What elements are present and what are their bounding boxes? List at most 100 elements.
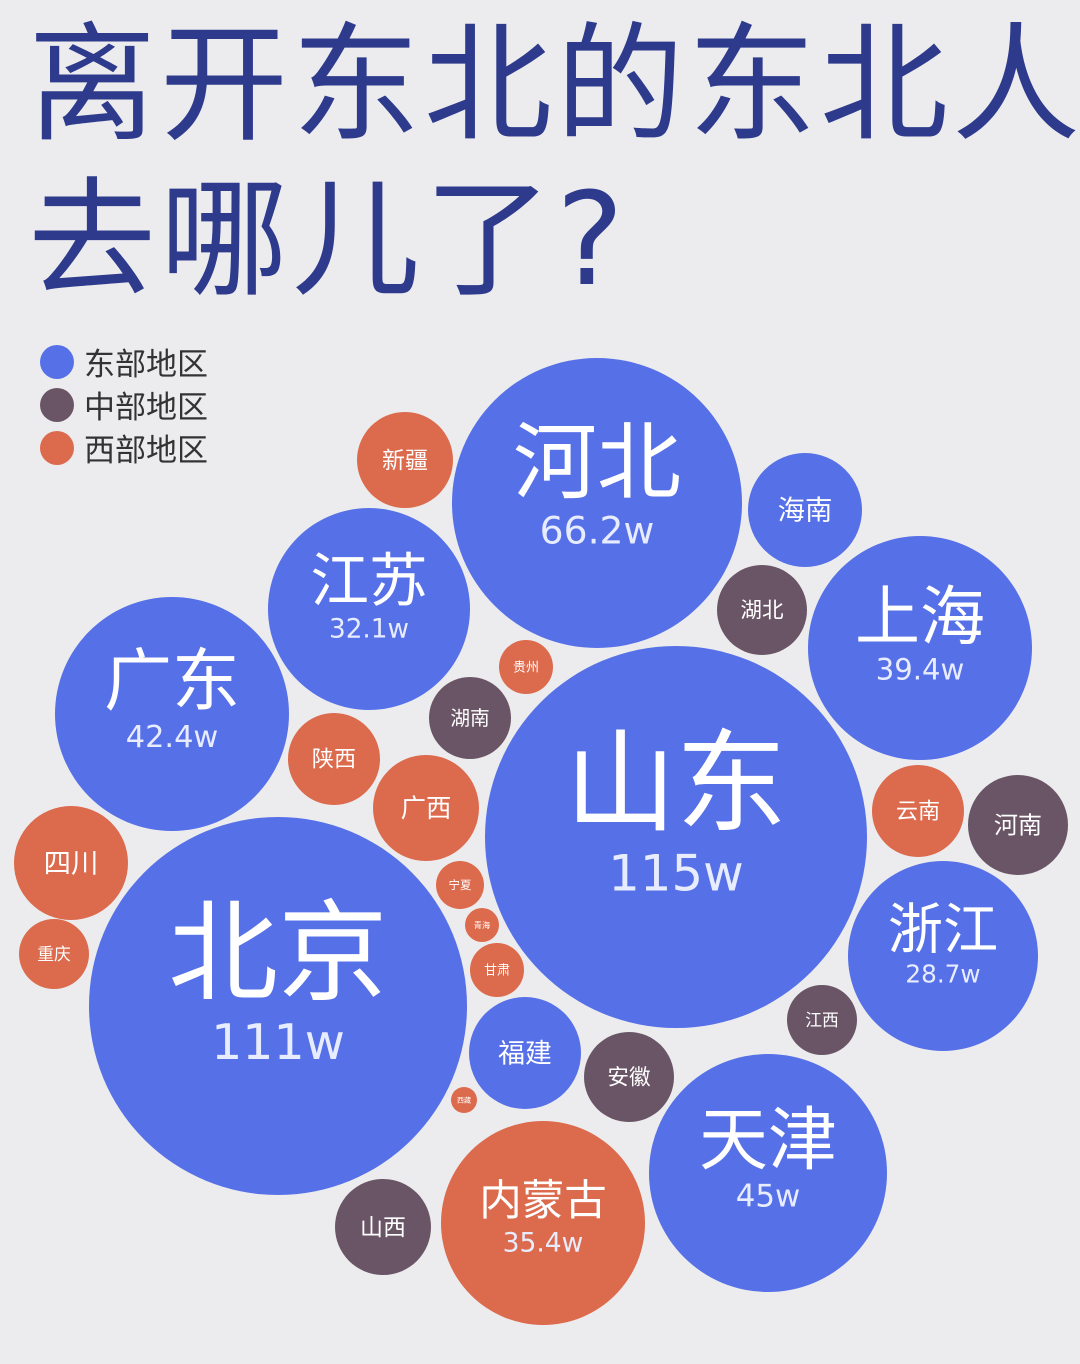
bubble-label: 四川 [44,849,99,880]
bubble-label: 重庆 [37,944,71,964]
bubble-label: 天津 [699,1100,837,1180]
bubble-label: 北京 [168,889,387,1017]
bubble-value: 45w [736,1178,801,1214]
bubble-circle [441,1121,645,1325]
bubble-16: 湖北 [717,565,807,655]
legend-swatch-west [40,430,74,465]
bubble-label: 山西 [360,1215,406,1241]
bubble-circle [19,919,89,989]
bubble-circle [89,817,467,1195]
bubble-19: 山西 [335,1179,431,1275]
bubble-circle [748,453,862,567]
bubble-21: 江西 [787,985,857,1055]
bubble-label: 福建 [498,1038,552,1069]
bubble-18: 安徽 [584,1032,674,1122]
bubble-22: 重庆 [19,919,89,989]
bubble-14: 陕西 [288,713,380,805]
bubble-12: 河南 [968,775,1068,875]
bubble-circle [469,997,581,1109]
legend-swatch-east [40,344,74,379]
bubble-label: 陕西 [312,747,356,773]
bubble-label: 宁夏 [449,878,472,892]
bubble-label: 西藏 [457,1095,471,1104]
bubble-circle [429,677,511,759]
bubble-value: 66.2w [540,509,655,553]
bubble-circle [717,565,807,655]
bubble-value: 35.4w [503,1228,584,1259]
legend-item-central: 中部地区 [40,383,208,426]
legend-label-west: 西部地区 [84,433,208,469]
bubble-circle [787,985,857,1055]
bubble-17: 湖南 [429,677,511,759]
bubble-label: 甘肃 [484,964,510,979]
bubble-circle [465,908,499,942]
bubble-label: 广东 [104,643,240,722]
bubble-25: 甘肃 [470,943,524,997]
bubble-label: 江西 [805,1010,839,1030]
bubble-circle [268,508,470,710]
bubble-24: 宁夏 [436,861,484,909]
bubble-label: 湖北 [740,599,784,624]
bubble-label: 河南 [994,811,1042,839]
legend-label-central: 中部地区 [84,390,208,426]
bubble-10: 福建 [469,997,581,1109]
bubble-value: 39.4w [876,652,965,686]
bubble-value: 42.4w [126,720,219,755]
bubble-9: 海南 [748,453,862,567]
bubble-label: 山东 [565,720,787,849]
bubble-circle [808,536,1032,760]
bubble-label: 江苏 [310,547,427,615]
bubble-23: 贵州 [499,640,553,694]
bubble-circle [485,646,867,1028]
legend-label-east: 东部地区 [84,347,208,383]
bubble-circle [357,412,453,508]
bubble-circle [968,775,1068,875]
bubble-value: 115w [608,844,743,902]
bubble-circle [436,861,484,909]
bubble-circle [55,597,289,831]
bubble-label: 浙江 [888,897,998,961]
bubble-circle [335,1179,431,1275]
bubble-circle [848,861,1038,1051]
bubble-label: 青海 [474,920,490,930]
legend-item-west: 西部地区 [40,426,208,469]
bubble-15: 广西 [373,755,479,861]
bubble-11: 四川 [14,806,128,920]
bubble-circle [649,1054,887,1292]
bubble-label: 广西 [401,793,452,823]
bubble-20: 云南 [872,765,964,857]
bubble-27: 西藏 [451,1087,477,1113]
bubble-label: 云南 [896,799,940,825]
bubble-label: 海南 [778,496,833,527]
bubble-circle [470,943,524,997]
chart-title: 离开东北的东北人 去哪儿了? [28,8,1080,318]
legend: 东部地区 中部地区 西部地区 [40,340,208,469]
bubble-circle [499,640,553,694]
bubble-circle [584,1032,674,1122]
bubble-label: 上海 [855,580,985,655]
bubble-label: 安徽 [607,1066,651,1091]
bubble-label: 湖南 [450,707,489,730]
bubble-value: 32.1w [329,614,409,644]
bubble-circle [288,713,380,805]
bubble-value: 111w [211,1013,345,1071]
bubble-circle [14,806,128,920]
bubble-value: 28.7w [905,960,980,989]
title-line-2: 去哪儿了? [28,166,628,315]
bubble-label: 河北 [513,413,681,511]
bubble-circle [451,1087,477,1113]
bubble-label: 新疆 [382,448,428,474]
title-line-1: 离开东北的东北人 [28,11,1080,160]
legend-item-east: 东部地区 [40,340,208,383]
legend-swatch-central [40,387,74,422]
